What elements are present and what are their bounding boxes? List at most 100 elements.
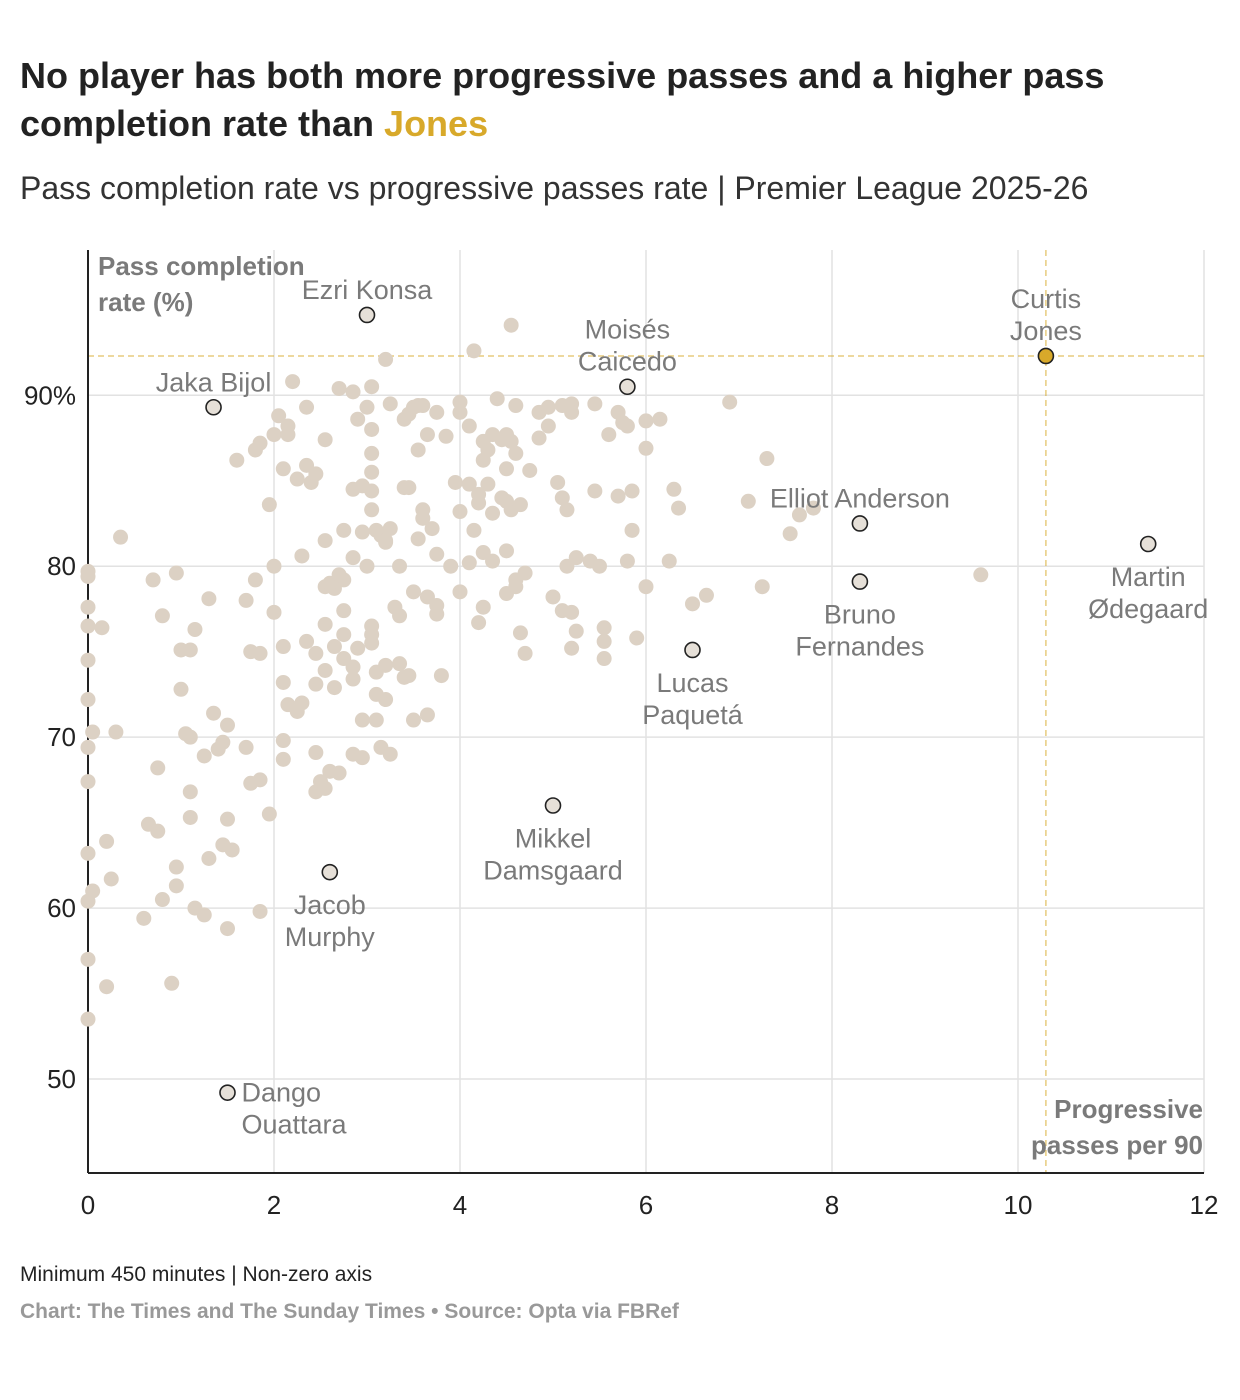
player-dot [619,553,635,569]
player-dot [350,411,366,427]
player-dot [410,531,426,547]
source-text: Source: Opta via FBRef [444,1300,679,1323]
player-dot [461,418,477,434]
player-dot [559,502,575,518]
player-dot [201,591,217,607]
player-dot [80,652,96,668]
player-dot [415,502,431,518]
player-dot [289,471,305,487]
player-dot [150,760,166,776]
player-dot [722,394,738,410]
player-dot [238,592,254,608]
labelled-player-dot [358,306,376,324]
player-dot [294,695,310,711]
player-dot [466,343,482,359]
player-dot [652,411,668,427]
player-dot [364,618,380,634]
player-dot [275,674,291,690]
player-dot [364,379,380,395]
player-dot [285,374,301,390]
player-dot [80,739,96,755]
x-axis-title-line2: passes per 90 [1031,1130,1203,1160]
player-dot [317,662,333,678]
player-dot [229,452,245,468]
player-dot [261,806,277,822]
player-dot [345,384,361,400]
player-dot [805,500,821,516]
player-dot [452,584,468,600]
x-tick-label: 0 [81,1190,95,1220]
player-dot [629,630,645,646]
player-dot [80,568,96,584]
player-dot [475,433,491,449]
player-dot [791,507,807,523]
player-dot [345,671,361,687]
player-dot [485,505,501,521]
player-dot [154,892,170,908]
player-dot [568,623,584,639]
player-dot [215,837,231,853]
player-dot [308,745,324,761]
player-dot [364,502,380,518]
player-dot [419,707,435,723]
player-dot [759,451,775,467]
player-dot [447,474,463,490]
player-dot [336,603,352,619]
player-dot [368,686,384,702]
player-label: Jaka Bijol [156,367,272,397]
player-dot [261,497,277,513]
player-dot [429,404,445,420]
chart-subtitle: Pass completion rate vs progressive pass… [20,170,1089,206]
player-dot [85,724,101,740]
player-dot [80,692,96,708]
y-axis-title-line2: rate (%) [98,287,193,317]
player-dot [210,741,226,757]
player-label: Jacob [294,890,366,920]
player-dot [485,553,501,569]
player-dot [378,351,394,367]
player-dot [354,712,370,728]
player-dot [638,440,654,456]
player-dot [564,640,580,656]
player-dot [280,697,296,713]
player-label: Moisés [585,315,671,345]
player-dot [522,462,538,478]
player-dot [113,529,129,545]
player-dot [271,408,287,424]
player-dot [587,483,603,499]
player-dot [554,490,570,506]
player-dot [564,604,580,620]
player-dot [545,589,561,605]
player-dot [364,464,380,480]
player-dot [99,979,115,995]
highlight-dot-jones [1037,347,1055,365]
player-dot [499,427,514,443]
labelled-player-dot [619,378,636,396]
player-dot [294,548,310,564]
player-dot [619,418,635,434]
player-dot [531,430,547,446]
player-dot [559,558,575,574]
player-dot [85,883,101,899]
player-dot [754,579,770,595]
player-dot [99,833,115,849]
player-dot [326,639,342,655]
player-label: Mikkel [515,824,592,854]
player-dot [433,668,449,684]
chart-title-text: No player has both more progressive pass… [20,55,1105,144]
player-dot [406,712,421,728]
player-dot [359,399,375,415]
player-dot [508,579,524,595]
player-dot [136,910,152,926]
player-dot [308,645,324,661]
player-dot [666,481,682,497]
player-dot [206,705,222,721]
player-dot [461,476,477,492]
player-dot [103,871,119,887]
player-label: Fernandes [795,632,924,662]
player-dot [452,504,468,520]
y-tick-label: 80 [47,551,76,581]
x-tick-label: 4 [453,1190,467,1220]
player-dot [610,404,626,420]
player-dot [419,427,435,443]
